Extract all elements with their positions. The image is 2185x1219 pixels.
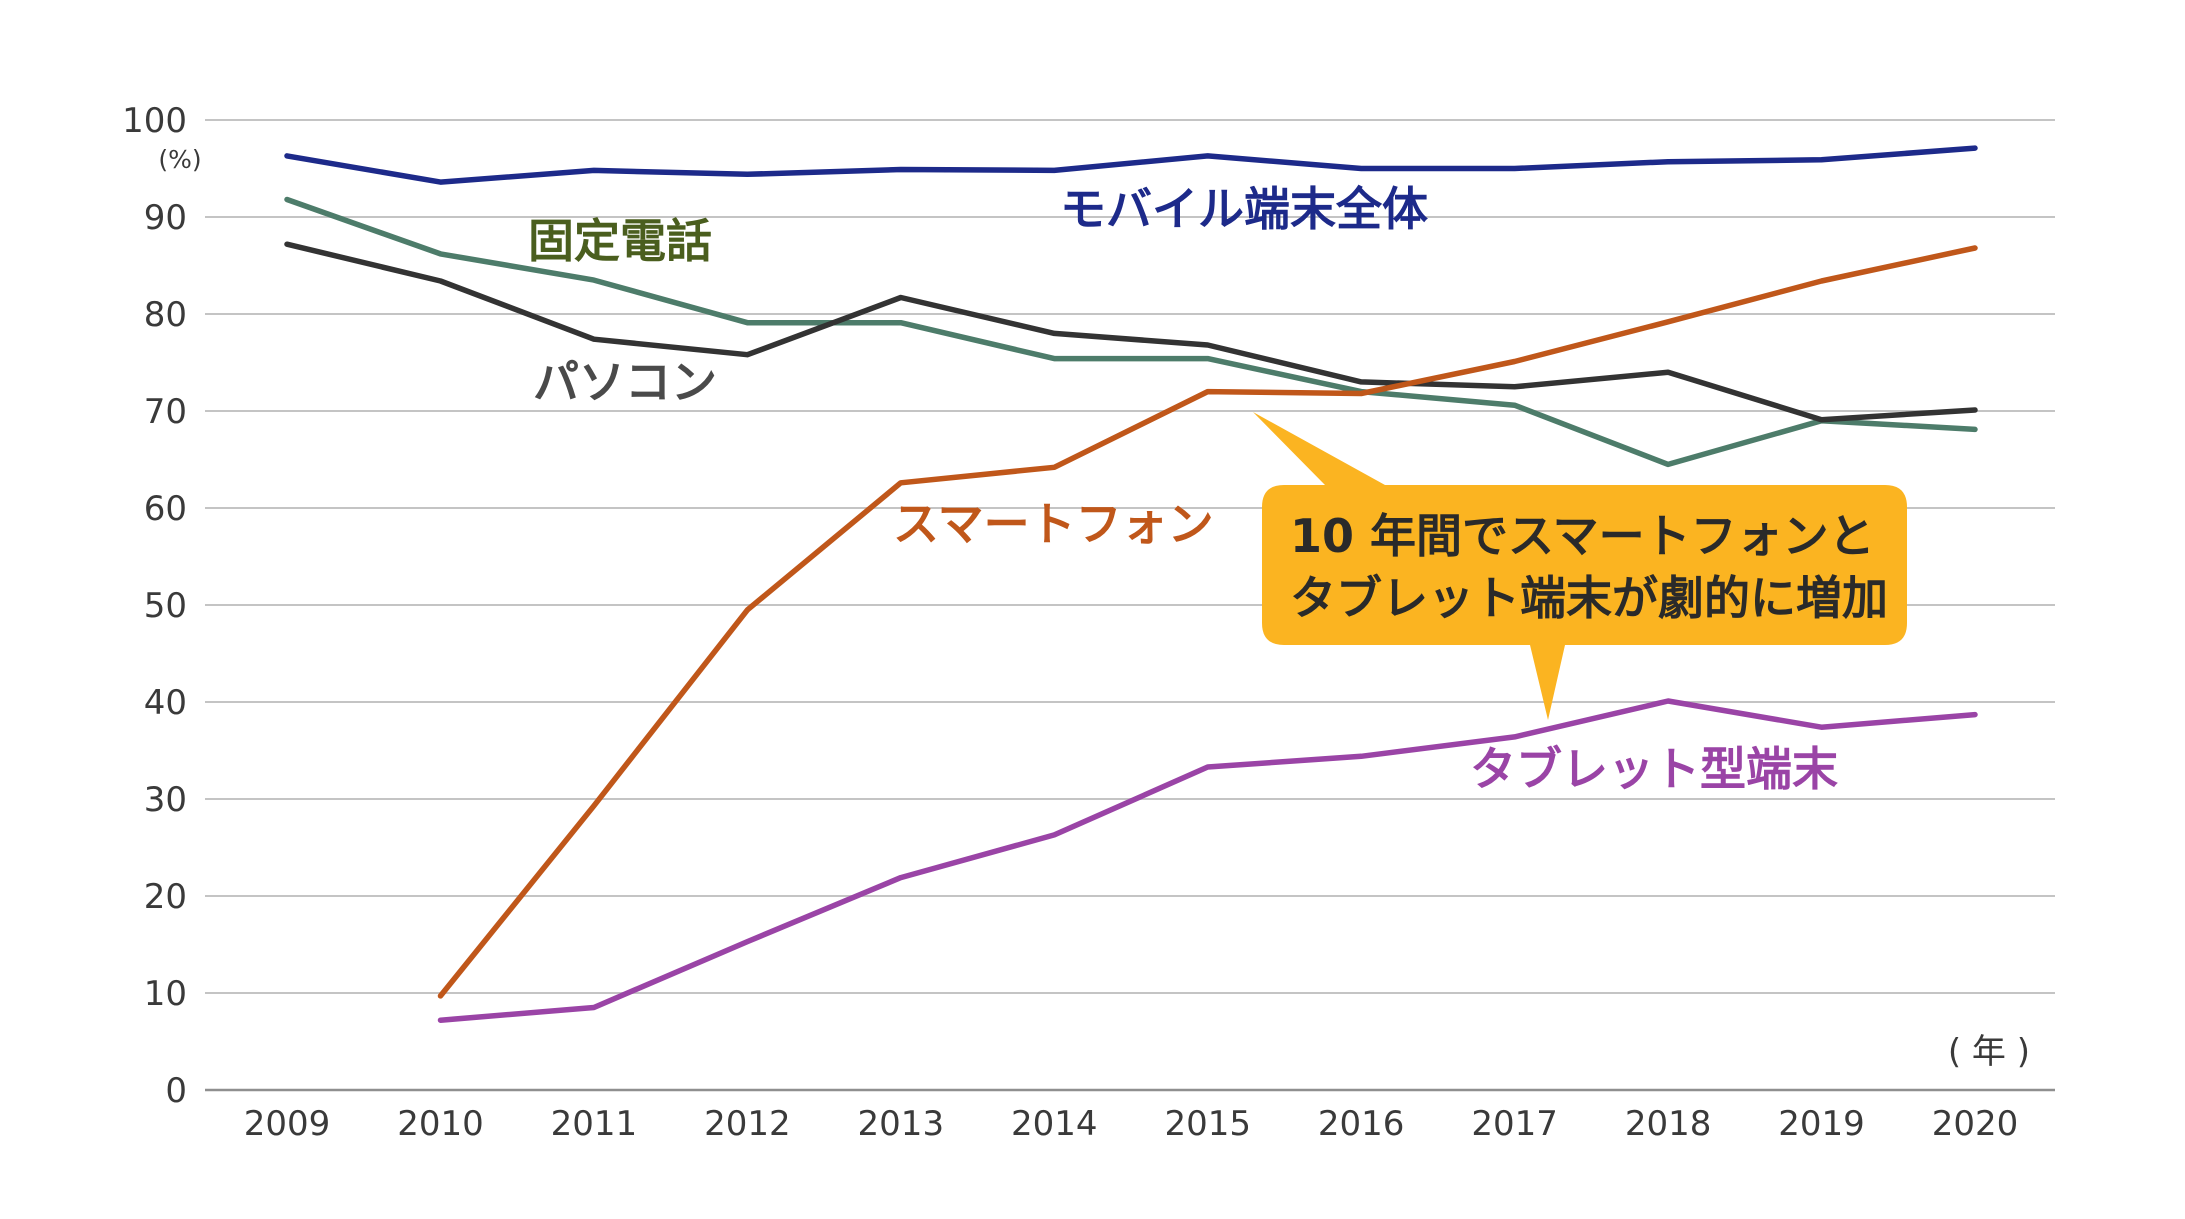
callout: 10 年間でスマートフォンと タブレット端末が劇的に増加 bbox=[1253, 412, 1907, 720]
x-tick-label: 2013 bbox=[858, 1104, 945, 1144]
series-line bbox=[284, 145, 1978, 185]
x-tick-label: 2017 bbox=[1471, 1104, 1558, 1144]
series-label-mobile: モバイル端末全体 bbox=[1060, 182, 1428, 236]
callout-bubble bbox=[1253, 412, 1907, 720]
x-tick-label: 2014 bbox=[1011, 1104, 1098, 1144]
x-tick-label: 2010 bbox=[397, 1104, 484, 1144]
series-line bbox=[284, 196, 1978, 468]
x-tick-label: 2018 bbox=[1625, 1104, 1712, 1144]
y-tick-label: 60 bbox=[144, 489, 187, 529]
y-tick-label: 100 bbox=[122, 101, 187, 141]
x-tick-label: 2016 bbox=[1318, 1104, 1405, 1144]
x-axis-ticks: 2009 2010 2011 2012 2013 2014 2015 2016 2017 2018… bbox=[244, 1104, 2019, 1144]
y-axis-unit: (%) bbox=[158, 145, 201, 174]
x-tick-label: 2011 bbox=[551, 1104, 638, 1144]
series-label-smartphone: スマートフォン bbox=[893, 497, 1214, 551]
y-tick-label: 0 bbox=[165, 1071, 187, 1111]
y-tick-label: 40 bbox=[144, 683, 187, 723]
x-tick-label: 2019 bbox=[1778, 1104, 1865, 1144]
callout-line-2: タブレット端末が劇的に増加 bbox=[1290, 571, 1888, 625]
x-tick-label: 2020 bbox=[1932, 1104, 2019, 1144]
x-tick-label: 2015 bbox=[1164, 1104, 1251, 1144]
series-lines bbox=[284, 145, 1978, 1023]
series-line bbox=[284, 241, 1978, 423]
y-tick-label: 90 bbox=[144, 198, 187, 238]
series-label-landline: 固定電話 bbox=[528, 214, 712, 268]
x-tick-label: 2012 bbox=[704, 1104, 791, 1144]
callout-line-1: 10 年間でスマートフォンと bbox=[1290, 509, 1875, 563]
x-axis-unit: ( 年 ) bbox=[1948, 1032, 2030, 1072]
y-axis-ticks: 0 10 20 30 40 50 60 70 80 90 100 bbox=[122, 101, 187, 1111]
series-line bbox=[437, 698, 1978, 1023]
grid-lines bbox=[205, 119, 2055, 1092]
y-tick-label: 20 bbox=[144, 877, 187, 917]
y-tick-label: 50 bbox=[144, 586, 187, 626]
series-line bbox=[437, 245, 1978, 999]
y-tick-label: 10 bbox=[144, 974, 187, 1014]
x-tick-label: 2009 bbox=[244, 1104, 331, 1144]
series-label-tablet: タブレット型端末 bbox=[1470, 742, 1838, 796]
series-label-pc: パソコン bbox=[533, 355, 717, 409]
y-tick-label: 70 bbox=[144, 392, 187, 432]
y-tick-label: 80 bbox=[144, 295, 187, 335]
y-tick-label: 30 bbox=[144, 780, 187, 820]
